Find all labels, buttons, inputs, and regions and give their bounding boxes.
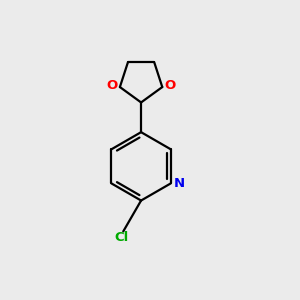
Text: O: O bbox=[106, 79, 118, 92]
Text: O: O bbox=[165, 79, 176, 92]
Text: Cl: Cl bbox=[115, 232, 129, 244]
Text: N: N bbox=[173, 177, 184, 190]
